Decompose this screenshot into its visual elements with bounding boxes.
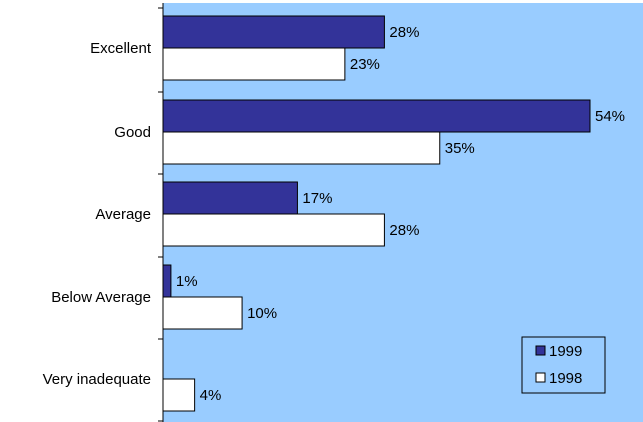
category-label: Excellent: [90, 40, 152, 57]
data-label-1999: 28%: [389, 24, 419, 41]
bar-series-group: [162, 15, 591, 412]
bar-1998: [162, 296, 243, 330]
data-label-1999: 54%: [595, 108, 625, 125]
data-label-1998: 10%: [247, 305, 277, 322]
bar-1998: [162, 213, 385, 247]
legend: 1999 1998: [521, 336, 606, 394]
data-label-1999: 17%: [302, 190, 332, 207]
bar-1998: [162, 378, 196, 412]
category-label: Good: [114, 124, 151, 141]
legend-label-1998: 1998: [549, 370, 582, 387]
data-label-1998: 23%: [350, 56, 380, 73]
legend-swatch-1998: [535, 372, 546, 383]
category-label: Very inadequate: [43, 371, 151, 388]
bar-1999: [162, 99, 591, 133]
legend-label-1999: 1999: [549, 343, 582, 360]
data-labels-group: 28% 23% 54% 35% 17% 28% 1% 10% 4%: [176, 24, 625, 404]
bar-1998: [162, 131, 441, 165]
bar-1998: [162, 47, 346, 81]
legend-swatch-1999: [535, 345, 546, 356]
bar-1999: [162, 181, 298, 215]
data-label-1998: 35%: [445, 140, 475, 157]
category-label: Below Average: [51, 289, 151, 306]
data-label-1998: 28%: [389, 222, 419, 239]
category-label: Average: [95, 206, 151, 223]
bar-1999: [162, 15, 385, 49]
bar-1999: [162, 264, 172, 298]
category-axis: Excellent Good Average Below Average Very in…: [43, 7, 163, 422]
data-label-1998: 4%: [200, 387, 222, 404]
data-label-1999: 1%: [176, 273, 198, 290]
